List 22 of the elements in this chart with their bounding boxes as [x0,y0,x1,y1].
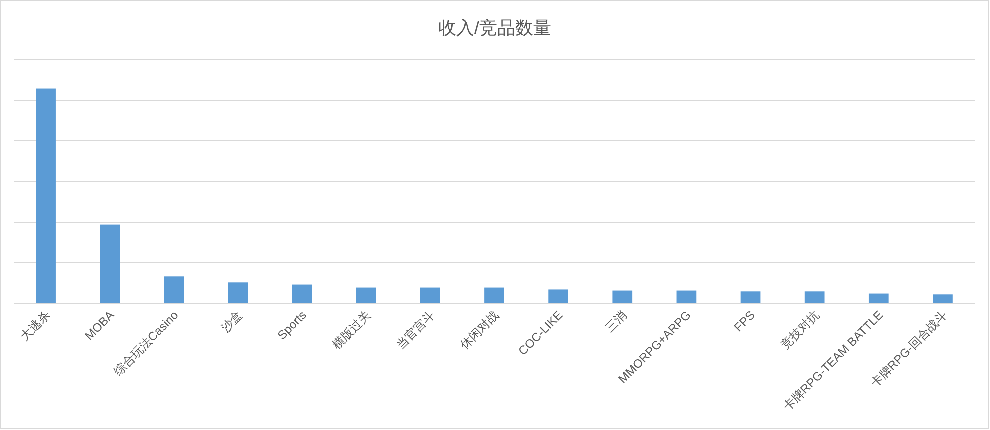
bar [933,294,953,303]
bar [676,290,697,303]
bar [164,276,184,303]
x-tick-label: 横版过关 [330,308,374,352]
x-tick-label: 当官宫斗 [394,308,438,352]
bar [356,288,376,303]
x-tick-label: 竞技对抗 [778,308,822,352]
bar [228,282,248,303]
bar [612,290,633,303]
bar [804,292,825,303]
bar [548,290,568,303]
x-tick-label: 休闲对战 [458,308,502,352]
bar [100,224,120,303]
bar [420,288,440,303]
x-tick-label: 大逃杀 [18,308,54,344]
bar [484,288,504,303]
bar [868,294,889,303]
x-tick-label: 沙盒 [218,308,246,336]
bar [740,292,761,303]
bar [292,284,312,303]
bar [36,88,56,303]
chart-title: 收入/竞品数量 [438,18,552,38]
